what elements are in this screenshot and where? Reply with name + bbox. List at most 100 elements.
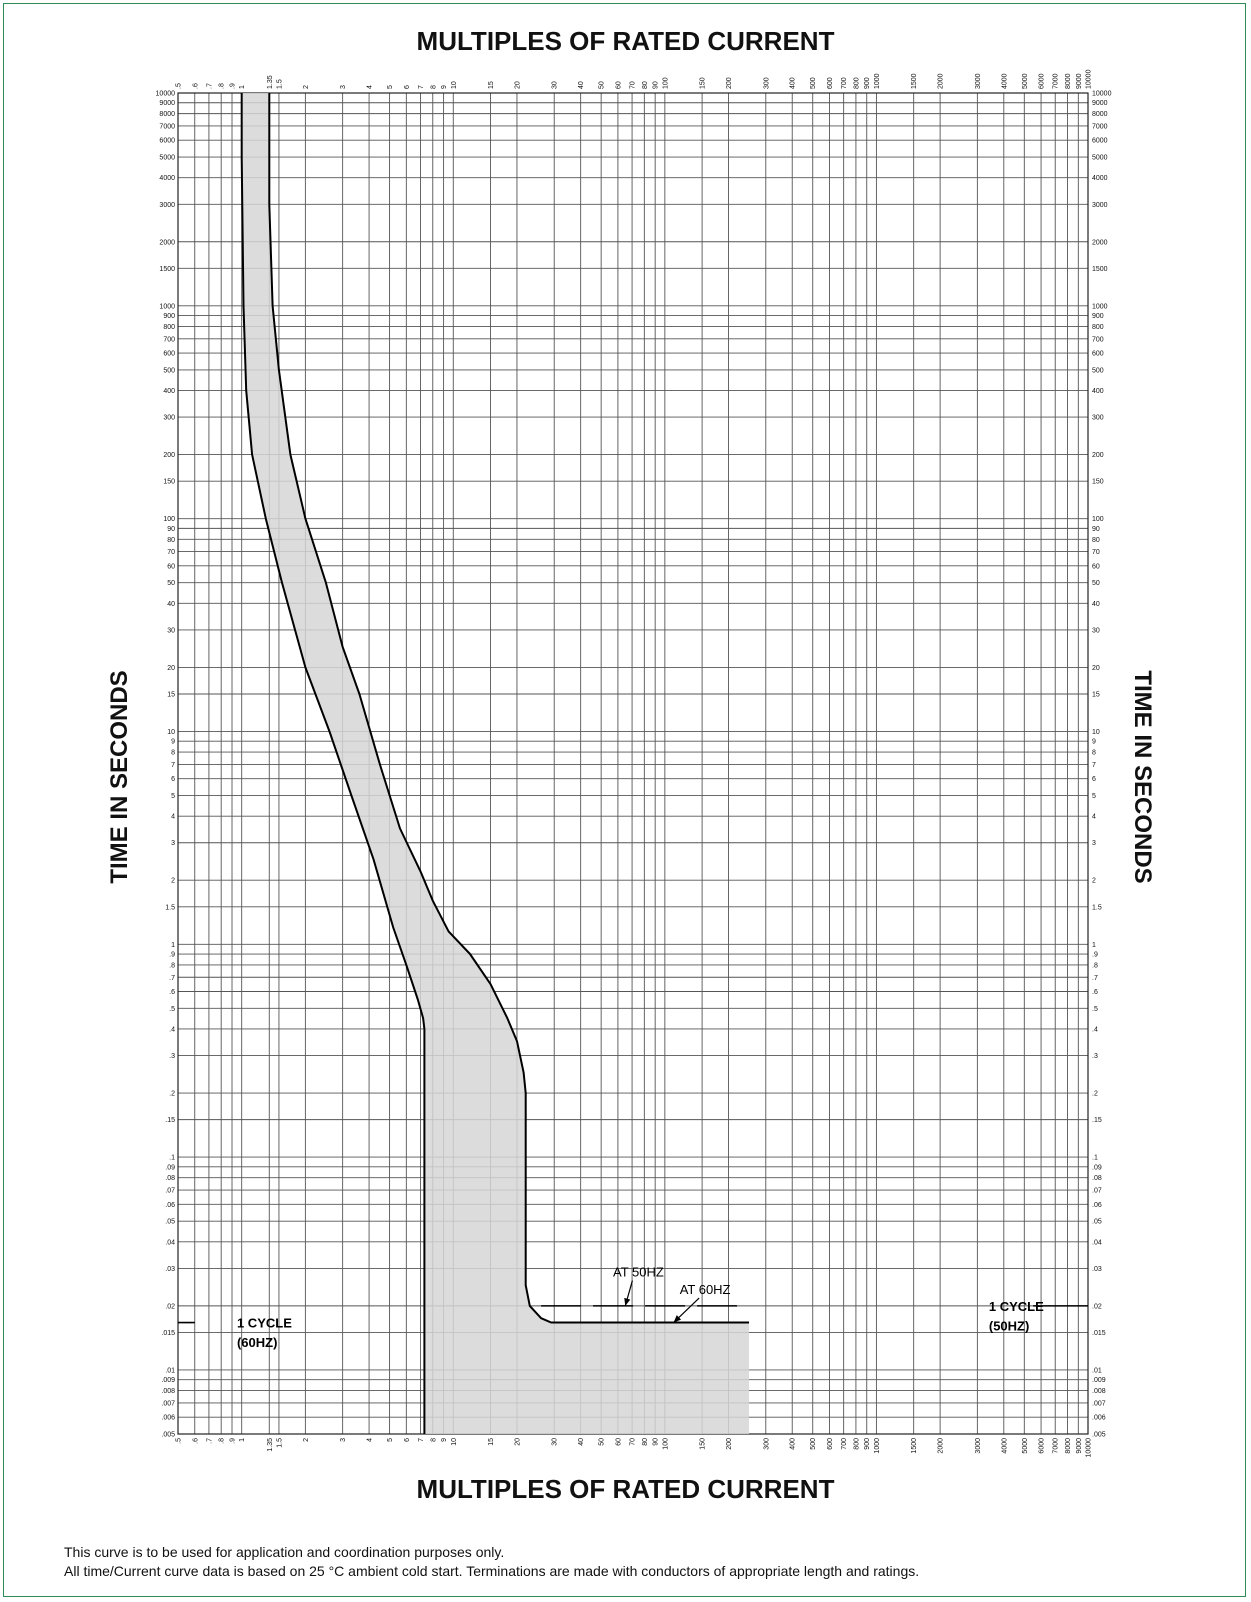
- y-tick-label-left: .03: [165, 1266, 175, 1273]
- y-tick-label-left: 60: [167, 563, 175, 570]
- x-tick-label-bottom: .8: [219, 1438, 226, 1444]
- y-tick-label-left: 30: [167, 627, 175, 634]
- y-tick-label-right: .15: [1092, 1117, 1102, 1124]
- footnote-conditions: All time/Current curve data is based on …: [64, 1563, 920, 1579]
- x-tick-label-bottom: 900: [864, 1438, 871, 1450]
- y-tick-label-left: 8: [171, 750, 175, 757]
- y-tick-label-right: .2: [1092, 1091, 1098, 1098]
- x-tick-label-top: 4000: [1001, 73, 1008, 89]
- y-tick-label-right: 200: [1092, 452, 1104, 459]
- y-tick-label-left: 10000: [156, 91, 176, 98]
- y-tick-label-left: 7000: [159, 123, 175, 130]
- y-tick-label-right: 7000: [1092, 123, 1108, 130]
- y-tick-label-left: 6000: [159, 138, 175, 145]
- x-tick-label-bottom: 9000: [1076, 1438, 1083, 1454]
- x-tick-label-top: 70: [630, 81, 637, 89]
- x-tick-label-top: 5000: [1022, 73, 1029, 89]
- plot-area: [178, 93, 1088, 1434]
- y-tick-label-left: 50: [167, 580, 175, 587]
- y-tick-label-left: 15: [167, 691, 175, 698]
- x-tick-label-top: 10: [451, 81, 458, 89]
- y-tick-label-left: .08: [165, 1175, 175, 1182]
- y-tick-label-right: 50: [1092, 580, 1100, 587]
- x-tick-label-bottom: 40: [578, 1438, 585, 1446]
- x-tick-label-top: 2: [303, 85, 310, 89]
- y-tick-label-right: .009: [1092, 1377, 1106, 1384]
- y-tick-label-left: 600: [163, 351, 175, 358]
- y-tick-label-right: 5000: [1092, 155, 1108, 162]
- x-tick-label-bottom: 7: [418, 1438, 425, 1442]
- y-tick-label-right: 1.5: [1092, 904, 1102, 911]
- y-tick-label-right: 70: [1092, 549, 1100, 556]
- y-tick-label-right: .7: [1092, 975, 1098, 982]
- page-frame: [3, 3, 1246, 1597]
- y-tick-label-left: .04: [165, 1239, 175, 1246]
- maximum-trip-curve: [268, 93, 749, 1324]
- y-tick-label-left: .015: [161, 1330, 175, 1337]
- y-tick-label-left: .07: [165, 1188, 175, 1195]
- y-tick-label-right: 4: [1092, 814, 1096, 821]
- y-tick-label-left: .009: [161, 1377, 175, 1384]
- y-tick-label-right: 1500: [1092, 266, 1108, 273]
- x-tick-label-bottom: 1000: [874, 1438, 881, 1454]
- x-tick-label-bottom: 200: [726, 1438, 733, 1450]
- x-tick-label-top: 7: [418, 85, 425, 89]
- x-tick-label-top: 1: [239, 85, 246, 89]
- tick-labels: .5.5.6.6.7.7.8.8.9.9111.351.351.51.52233…: [156, 69, 1112, 1457]
- x-tick-label-bottom: .5: [176, 1438, 183, 1444]
- y-tick-label-right: .007: [1092, 1400, 1106, 1407]
- x-tick-label-top: 4: [367, 85, 374, 89]
- x-tick-label-top: 50: [599, 81, 606, 89]
- x-tick-label-top: 100: [662, 77, 669, 89]
- label-1-cycle-60hz: 1 CYCLE: [237, 1316, 292, 1331]
- x-tick-label-bottom: 9: [441, 1438, 448, 1442]
- label-at-60hz: AT 60HZ: [680, 1282, 731, 1297]
- x-tick-label-top: 200: [726, 77, 733, 89]
- y-tick-label-right: 6000: [1092, 138, 1108, 145]
- x-tick-label-bottom: 1: [239, 1438, 246, 1442]
- y-tick-label-right: .02: [1092, 1303, 1102, 1310]
- y-tick-label-right: 3000: [1092, 202, 1108, 209]
- x-tick-label-top: 7000: [1053, 73, 1060, 89]
- x-tick-label-top: 1500: [911, 73, 918, 89]
- x-tick-label-top: 80: [642, 81, 649, 89]
- y-tick-label-right: 6: [1092, 776, 1096, 783]
- y-tick-label-left: 90: [167, 526, 175, 533]
- y-tick-label-right: 300: [1092, 415, 1104, 422]
- x-tick-label-bottom: .9: [230, 1438, 237, 1444]
- y-tick-label-left: 5: [171, 793, 175, 800]
- minimum-trip-curve: [240, 93, 426, 1434]
- y-tick-label-right: 4000: [1092, 175, 1108, 182]
- y-tick-label-left: .005: [161, 1432, 175, 1439]
- label-50hz: (50HZ): [989, 1318, 1029, 1333]
- y-tick-label-right: 80: [1092, 537, 1100, 544]
- x-tick-label-top: 5: [387, 85, 394, 89]
- x-tick-label-top: 1.35: [267, 75, 274, 89]
- y-tick-label-left: .008: [161, 1388, 175, 1395]
- x-tick-label-top: 700: [841, 77, 848, 89]
- x-tick-label-bottom: 3000: [975, 1438, 982, 1454]
- y-tick-label-right: .8: [1092, 962, 1098, 969]
- y-tick-label-left: 400: [163, 388, 175, 395]
- x-tick-label-bottom: 800: [853, 1438, 860, 1450]
- y-tick-label-left: 500: [163, 367, 175, 374]
- x-tick-label-top: 1000: [874, 73, 881, 89]
- y-tick-label-left: 150: [163, 479, 175, 486]
- x-tick-label-bottom: 8: [430, 1438, 437, 1442]
- y-tick-label-left: .5: [169, 1006, 175, 1013]
- trip-curves: [240, 93, 749, 1434]
- x-tick-label-top: 10000: [1086, 69, 1093, 89]
- x-tick-label-top: 400: [790, 77, 797, 89]
- y-tick-label-left: 3000: [159, 202, 175, 209]
- x-tick-label-bottom: 90: [653, 1438, 660, 1446]
- y-tick-label-right: 800: [1092, 324, 1104, 331]
- y-tick-label-left: .4: [169, 1026, 175, 1033]
- y-tick-label-left: 700: [163, 336, 175, 343]
- x-tick-label-top: .5: [176, 83, 183, 89]
- y-tick-label-right: 5: [1092, 793, 1096, 800]
- y-tick-label-right: 15: [1092, 691, 1100, 698]
- x-tick-label-bottom: 1.5: [276, 1438, 283, 1448]
- y-tick-label-left: 6: [171, 776, 175, 783]
- x-tick-label-top: 8000: [1065, 73, 1072, 89]
